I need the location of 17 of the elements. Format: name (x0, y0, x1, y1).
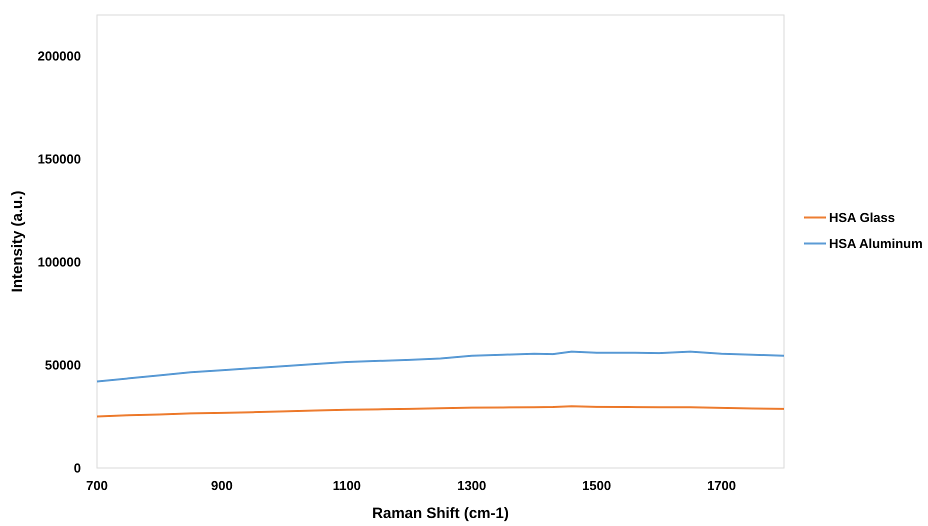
line-series (96, 350, 785, 383)
y-tick-label: 200000 (38, 48, 81, 64)
y-tick-label: 0 (74, 460, 81, 476)
y-axis-title: Intensity (a.u.) (9, 190, 26, 292)
x-tick-label: 1300 (457, 478, 486, 493)
line-series (96, 405, 785, 418)
x-tick-label: 900 (211, 478, 233, 493)
y-tick-label: 50000 (44, 358, 81, 373)
y-tick-label: 150000 (38, 152, 81, 167)
legend-label: HSA Aluminum (829, 236, 923, 252)
x-tick-label: 700 (86, 478, 108, 493)
x-tick-label: 1100 (332, 478, 361, 493)
legend-label: HSA Glass (829, 210, 895, 226)
y-tick-label: 100000 (38, 254, 81, 270)
x-axis-title: Raman Shift (cm-1) (372, 505, 509, 522)
x-tick-label: 1700 (707, 478, 736, 493)
x-tick-label: 1500 (582, 478, 612, 493)
